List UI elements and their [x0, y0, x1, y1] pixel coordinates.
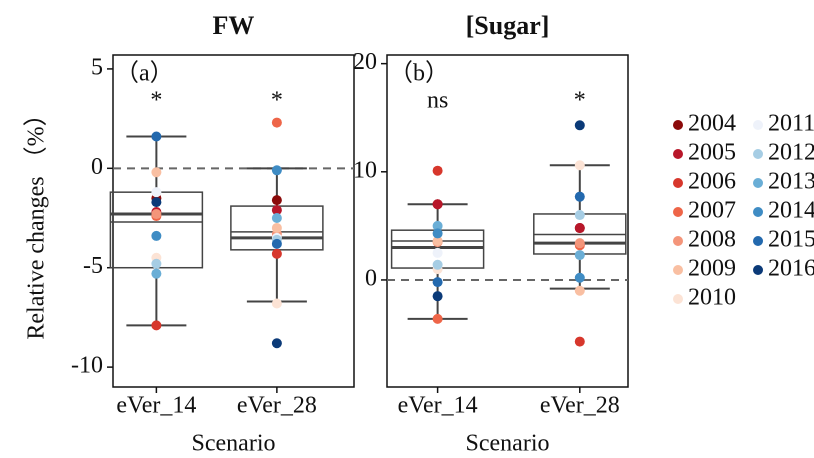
- legend-marker: [753, 236, 763, 246]
- legend-marker: [673, 207, 683, 217]
- legend-label: 2010: [688, 285, 736, 311]
- data-point: [271, 338, 282, 349]
- y-tick-label: -10: [71, 353, 103, 379]
- data-point: [432, 277, 443, 288]
- legend-label: 2004: [688, 111, 736, 137]
- data-point: [271, 165, 282, 176]
- y-tick-label: -5: [83, 253, 103, 279]
- data-point: [574, 210, 585, 221]
- data-point: [432, 199, 443, 210]
- y-tick-label: 10: [353, 157, 377, 183]
- data-point: [574, 336, 585, 347]
- data-point: [574, 238, 585, 249]
- panel-label: （a）: [115, 61, 174, 87]
- y-axis-label: Relative changes （%）: [24, 102, 50, 339]
- data-point: [574, 160, 585, 171]
- data-point: [271, 213, 282, 224]
- legend-label: 2005: [688, 140, 736, 166]
- legend-marker: [753, 149, 763, 159]
- data-point: [151, 268, 162, 279]
- data-point: [151, 167, 162, 178]
- legend-marker: [673, 178, 683, 188]
- legend-marker: [753, 207, 763, 217]
- legend-marker: [753, 178, 763, 188]
- data-point: [432, 165, 443, 176]
- legend-marker: [673, 294, 683, 304]
- legend-marker: [673, 120, 683, 130]
- significance: *: [574, 88, 586, 114]
- data-point: [271, 298, 282, 309]
- x-tick-label: eVer_14: [116, 393, 196, 419]
- panel-title: [Sugar]: [466, 11, 550, 40]
- data-point: [151, 258, 162, 269]
- data-point: [271, 195, 282, 206]
- y-tick-label: 5: [91, 54, 103, 80]
- panel-label: （b）: [389, 61, 449, 87]
- data-point: [574, 191, 585, 202]
- data-point: [271, 238, 282, 249]
- data-point: [574, 285, 585, 296]
- significance: *: [271, 88, 283, 114]
- data-point: [432, 291, 443, 302]
- legend-label: 2008: [688, 227, 736, 253]
- data-point: [574, 272, 585, 283]
- legend-marker: [673, 236, 683, 246]
- plot-frame: [386, 54, 629, 388]
- legend-label: 2007: [688, 198, 736, 224]
- data-point: [574, 120, 585, 131]
- legend-label: 2015: [768, 227, 814, 253]
- legend-label: 2011: [768, 111, 814, 137]
- data-point: [271, 222, 282, 233]
- x-tick-label: eVer_14: [398, 393, 478, 419]
- legend-label: 2013: [768, 169, 814, 195]
- x-axis-label: Scenario: [192, 431, 276, 457]
- legend-label: 2012: [768, 140, 814, 166]
- legend-label: 2016: [768, 256, 814, 282]
- y-tick-label: 0: [91, 154, 103, 180]
- data-point: [432, 228, 443, 239]
- data-point: [151, 320, 162, 331]
- legend-label: 2014: [768, 198, 814, 224]
- data-point: [271, 205, 282, 216]
- data-point: [151, 131, 162, 142]
- legend-marker: [753, 265, 763, 275]
- panel-title: FW: [213, 11, 255, 40]
- x-axis-label: Scenario: [466, 431, 550, 457]
- data-point: [432, 236, 443, 247]
- data-point: [151, 187, 162, 198]
- legend-marker: [753, 120, 763, 130]
- data-point: [432, 259, 443, 270]
- legend-marker: [673, 149, 683, 159]
- data-point: [574, 223, 585, 234]
- legend-marker: [673, 265, 683, 275]
- plot-frame: [112, 54, 355, 388]
- legend-label: 2006: [688, 169, 736, 195]
- data-point: [432, 220, 443, 231]
- data-point: [271, 248, 282, 259]
- significance: *: [150, 88, 162, 114]
- y-tick-label: 20: [353, 49, 377, 75]
- x-tick-label: eVer_28: [540, 393, 620, 419]
- data-point: [151, 197, 162, 208]
- data-point: [271, 117, 282, 128]
- data-point: [432, 247, 443, 258]
- data-point: [151, 230, 162, 241]
- data-point: [574, 250, 585, 261]
- x-tick-label: eVer_28: [237, 393, 317, 419]
- legend-label: 2009: [688, 256, 736, 282]
- data-point: [432, 313, 443, 324]
- significance: ns: [427, 88, 448, 114]
- y-tick-label: 0: [365, 265, 377, 291]
- data-point: [151, 209, 162, 220]
